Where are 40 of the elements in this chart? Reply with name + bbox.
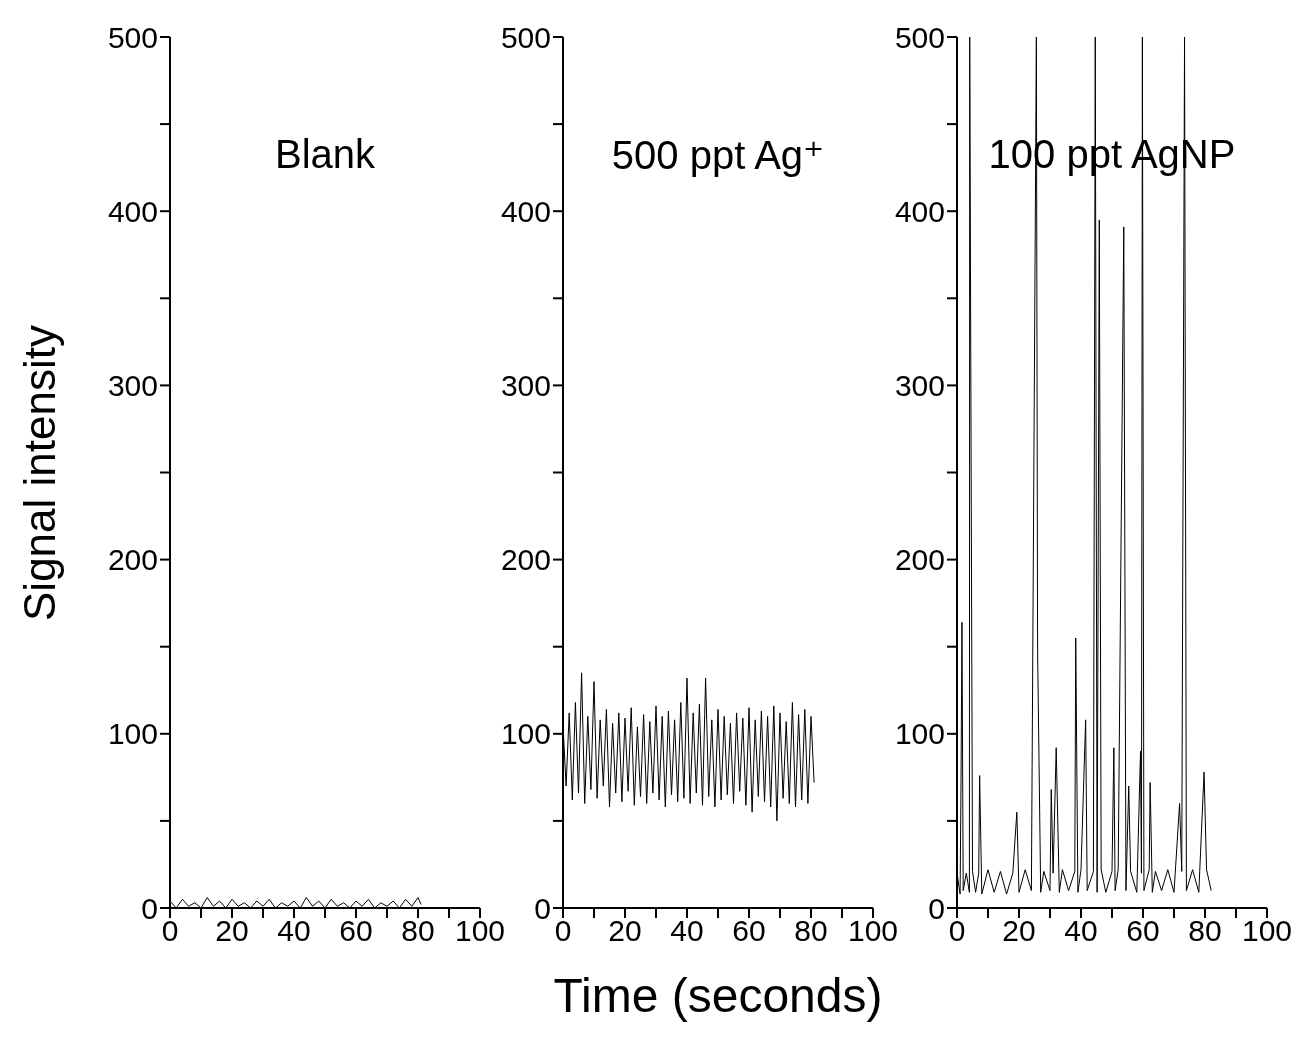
y-tick-label: 400: [500, 194, 551, 228]
annotation: Blank: [273, 132, 377, 177]
annotation: 500 ppt Ag⁺: [610, 132, 826, 178]
y-tick-label: 300: [894, 369, 945, 403]
y-tick-label: 200: [894, 543, 945, 577]
y-tick-label: 0: [928, 891, 945, 925]
x-tick-label: 20: [1002, 914, 1036, 948]
y-tick-label: 300: [500, 369, 551, 403]
y-tick-label: 400: [107, 194, 158, 228]
x-tick-label: 100: [454, 914, 506, 948]
x-tick-label: 100: [847, 914, 899, 948]
x-tick-label: 100: [1241, 914, 1293, 948]
x-tick-label: 40: [1064, 914, 1098, 948]
y-tick-label: 200: [500, 543, 551, 577]
x-tick-label: 0: [161, 914, 179, 948]
y-tick-label: 100: [500, 717, 551, 751]
x-tick-label: 60: [339, 914, 373, 948]
x-tick-label: 40: [277, 914, 311, 948]
y-tick-label: 100: [894, 717, 945, 751]
x-tick-label: 40: [670, 914, 704, 948]
x-tick-label: 80: [401, 914, 435, 948]
y-axis-title: Signal intensity: [15, 324, 65, 621]
y-tick-label: 0: [534, 891, 551, 925]
x-tick-label: 80: [794, 914, 828, 948]
y-tick-label: 300: [107, 369, 158, 403]
y-tick-label: 500: [107, 20, 158, 54]
x-tick-label: 0: [554, 914, 572, 948]
y-tick-label: 400: [894, 194, 945, 228]
y-tick-label: 500: [500, 20, 551, 54]
x-tick-label: 60: [1126, 914, 1160, 948]
x-tick-label: 0: [948, 914, 966, 948]
y-tick-label: 100: [107, 717, 158, 751]
y-tick-label: 0: [141, 891, 158, 925]
x-axis-title: Time (seconds): [552, 968, 884, 1023]
x-tick-label: 20: [608, 914, 642, 948]
x-tick-label: 60: [732, 914, 766, 948]
y-tick-label: 500: [894, 20, 945, 54]
y-tick-label: 200: [107, 543, 158, 577]
x-tick-label: 20: [215, 914, 249, 948]
x-tick-label: 80: [1188, 914, 1222, 948]
